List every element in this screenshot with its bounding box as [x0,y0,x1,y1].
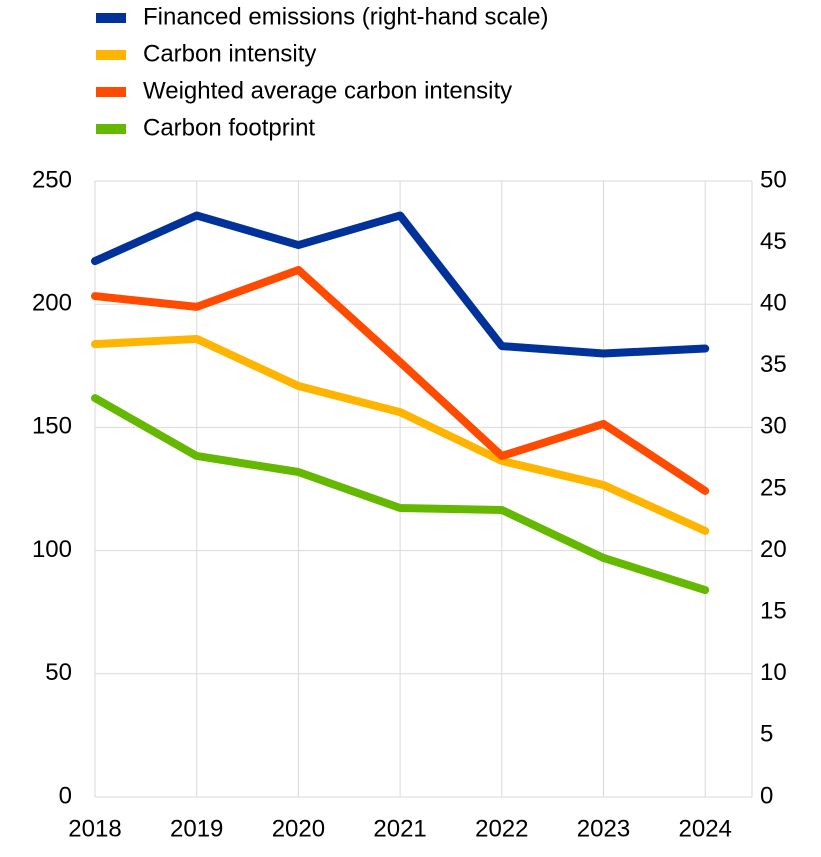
line [91,394,710,595]
y-tick-label: 150 [32,413,72,440]
y2-tick-label: 50 [760,166,787,193]
y2-tick-label: 40 [760,290,787,317]
legend-label: Financed emissions (right-hand scale) [143,3,549,30]
y-tick-label: 0 [59,782,72,809]
y-tick-label: 50 [45,659,72,686]
y2-tick-label: 5 [760,721,773,748]
legend-label: Weighted average carbon intensity [143,77,512,104]
x-tick-label: 2024 [679,815,732,842]
y2-tick-label: 25 [760,474,787,501]
y2-tick-label: 30 [760,413,787,440]
legend-swatch [96,87,126,97]
y2-tick-label: 15 [760,598,787,625]
y2-tick-label: 0 [760,782,773,809]
y-tick-label: 250 [32,166,72,193]
x-tick-label: 2021 [373,815,426,842]
legend-swatch [96,124,126,134]
y2-tick-label: 45 [760,228,787,255]
y2-tick-label: 35 [760,351,787,378]
line [91,265,710,495]
legend-swatch [96,13,126,23]
y2-tick-label: 10 [760,659,787,686]
legend-label: Carbon intensity [143,40,316,67]
x-tick-label: 2022 [475,815,528,842]
x-tick-label: 2023 [577,815,630,842]
legend-label: Carbon footprint [143,114,315,141]
legend-swatch [96,50,126,60]
x-tick-label: 2020 [272,815,325,842]
x-tick-label: 2018 [68,815,121,842]
line [91,211,710,358]
line [91,334,710,535]
y-tick-label: 100 [32,536,72,563]
y2-tick-label: 20 [760,536,787,563]
y-tick-label: 200 [32,290,72,317]
x-tick-label: 2019 [170,815,223,842]
